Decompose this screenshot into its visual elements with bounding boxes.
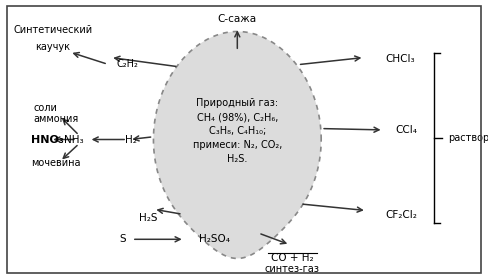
Polygon shape <box>153 32 321 258</box>
Text: HNO₃: HNO₃ <box>31 134 64 145</box>
Text: S: S <box>119 234 125 244</box>
Text: NH₃: NH₃ <box>64 134 84 145</box>
Text: мочевина: мочевина <box>31 158 81 168</box>
Text: H₂SO₄: H₂SO₄ <box>199 234 229 244</box>
Text: C₂H₂: C₂H₂ <box>116 59 138 69</box>
Text: соли: соли <box>34 103 58 113</box>
Text: синтез-газ: синтез-газ <box>264 264 319 274</box>
Text: Синтетический: Синтетический <box>13 25 92 35</box>
Text: CF₂Cl₂: CF₂Cl₂ <box>385 210 417 220</box>
Text: H₂: H₂ <box>124 134 137 145</box>
Text: H₂S: H₂S <box>139 213 158 223</box>
Text: CCl₄: CCl₄ <box>395 125 417 135</box>
Text: CO + H₂: CO + H₂ <box>270 253 313 263</box>
Text: растворители: растворители <box>447 133 488 143</box>
Text: CHCl₃: CHCl₃ <box>385 54 415 64</box>
Text: C-сажа: C-сажа <box>217 14 256 24</box>
Text: каучук: каучук <box>35 42 70 52</box>
Text: Природный газ:
CH₄ (98%), C₂H₆,
C₃H₈, C₄H₁₀;
примеси: N₂, CO₂,
H₂S.: Природный газ: CH₄ (98%), C₂H₆, C₃H₈, C₄… <box>192 98 282 164</box>
Text: аммония: аммония <box>34 114 79 124</box>
